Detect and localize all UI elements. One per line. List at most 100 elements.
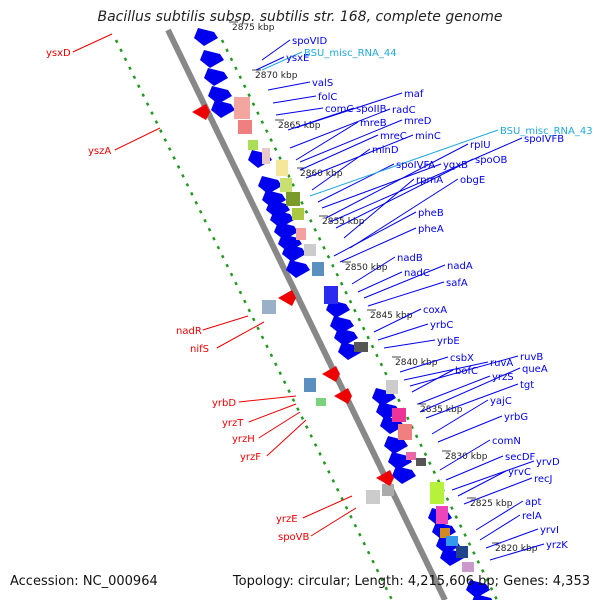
gene-label-phea[interactable]: pheA: [418, 224, 444, 235]
forward-gene-glyph[interactable]: [258, 176, 282, 194]
gene-label-yrzk[interactable]: yrzK: [546, 540, 568, 551]
gene-feature-block[interactable]: [262, 148, 270, 164]
gene-feature-block[interactable]: [406, 452, 416, 460]
forward-gene-glyph[interactable]: [208, 86, 232, 104]
forward-gene-glyph[interactable]: [376, 402, 400, 420]
forward-gene-glyph[interactable]: [326, 300, 350, 318]
gene-feature-block[interactable]: [280, 178, 292, 192]
gene-label-nifs[interactable]: nifS: [190, 344, 209, 355]
gene-label-csbx[interactable]: csbX: [450, 353, 474, 364]
gene-feature-block[interactable]: [292, 208, 304, 220]
forward-gene-glyph[interactable]: [286, 260, 310, 278]
gene-label-comn[interactable]: comN: [492, 436, 521, 447]
gene-feature-block[interactable]: [416, 458, 426, 466]
gene-label-ysza[interactable]: yszA: [88, 146, 111, 157]
gene-label-vals[interactable]: valS: [312, 78, 333, 89]
forward-gene-glyph[interactable]: [211, 100, 235, 118]
reverse-gene-glyph[interactable]: [192, 104, 210, 120]
gene-label-quea[interactable]: queA: [522, 364, 548, 375]
gene-feature-block[interactable]: [234, 97, 250, 119]
gene-feature-block[interactable]: [354, 342, 368, 352]
gene-label-yrbd[interactable]: yrbD: [212, 398, 236, 409]
gene-label-yrze[interactable]: yrzE: [276, 514, 298, 525]
gene-label-spoivfb[interactable]: spoIVFB: [524, 134, 564, 145]
gene-label-folc[interactable]: folC: [318, 92, 337, 103]
gene-label-rpma[interactable]: rpmA: [416, 175, 443, 186]
gene-label-yrbc[interactable]: yrbC: [430, 320, 453, 331]
gene-label-nadc[interactable]: nadC: [404, 268, 430, 279]
gene-label-yrvi[interactable]: yrvI: [540, 525, 559, 536]
gene-label-yrbe[interactable]: yrbE: [437, 336, 460, 347]
gene-label-nadb[interactable]: nadB: [397, 253, 423, 264]
gene-label-ruvb[interactable]: ruvB: [520, 352, 543, 363]
forward-gene-glyph[interactable]: [330, 316, 354, 334]
gene-feature-block[interactable]: [286, 192, 300, 206]
reverse-gene-block[interactable]: [304, 378, 316, 392]
reverse-gene-glyph[interactable]: [376, 470, 394, 486]
gene-feature-block[interactable]: [440, 528, 450, 538]
gene-label-ysxd[interactable]: ysxD: [46, 48, 71, 59]
gene-label-apt[interactable]: apt: [525, 497, 541, 508]
reverse-gene-block[interactable]: [316, 398, 326, 406]
gene-label-pheb[interactable]: pheB: [418, 208, 444, 219]
gene-feature-block[interactable]: [392, 408, 406, 422]
gene-label-nada[interactable]: nadA: [447, 261, 473, 272]
gene-label-spovid[interactable]: spoVID: [292, 36, 327, 47]
reverse-gene-glyph[interactable]: [334, 388, 352, 404]
forward-gene-glyph[interactable]: [282, 244, 306, 262]
gene-label-mrec[interactable]: mreC: [380, 131, 407, 142]
gene-label-yrzs[interactable]: yrzS: [492, 372, 514, 383]
forward-gene-glyph[interactable]: [194, 28, 218, 46]
gene-label-yrvc[interactable]: yrvC: [508, 467, 531, 478]
gene-label-maf[interactable]: maf: [404, 89, 424, 100]
gene-label-rplu[interactable]: rplU: [470, 140, 491, 151]
gene-feature-block[interactable]: [456, 546, 468, 558]
gene-label-rela[interactable]: relA: [522, 511, 542, 522]
forward-gene-glyph[interactable]: [384, 436, 408, 454]
gene-label-safa[interactable]: safA: [446, 278, 468, 289]
reverse-gene-block[interactable]: [382, 484, 394, 496]
gene-feature-block[interactable]: [276, 160, 288, 176]
gene-label-comc[interactable]: comC: [325, 104, 353, 115]
gene-label-radc[interactable]: radC: [392, 105, 416, 116]
gene-label-spoiib[interactable]: spoIIB: [356, 104, 387, 115]
gene-label-yrzf[interactable]: yrzF: [240, 452, 261, 463]
reverse-gene-block[interactable]: [262, 300, 276, 314]
gene-label-bofc[interactable]: bofC: [455, 366, 478, 377]
forward-gene-glyph[interactable]: [334, 328, 358, 346]
gene-feature-block[interactable]: [238, 120, 252, 134]
gene-feature-block[interactable]: [312, 262, 324, 276]
reverse-gene-glyph[interactable]: [278, 290, 296, 306]
gene-label-yrbg[interactable]: yrbG: [504, 412, 528, 423]
gene-label-mreb[interactable]: mreB: [360, 118, 387, 129]
forward-gene-glyph[interactable]: [466, 580, 490, 598]
gene-label-minc[interactable]: minC: [415, 131, 441, 142]
gene-label-spoob[interactable]: spoOB: [475, 155, 508, 166]
gene-label-yqxb[interactable]: yqxB: [443, 160, 468, 171]
gene-label-mind[interactable]: minD: [372, 145, 399, 156]
rna-label-bsu-misc-rna-44[interactable]: BSU_misc_RNA_44: [304, 48, 397, 59]
forward-gene-glyph[interactable]: [274, 222, 298, 240]
gene-feature-block[interactable]: [248, 140, 258, 150]
forward-gene-glyph[interactable]: [266, 200, 290, 218]
reverse-gene-block[interactable]: [366, 490, 380, 504]
gene-feature-block[interactable]: [304, 244, 316, 256]
forward-gene-glyph[interactable]: [471, 594, 495, 600]
forward-gene-glyph[interactable]: [270, 210, 294, 228]
gene-label-recj[interactable]: recJ: [534, 474, 553, 485]
reverse-gene-glyph[interactable]: [322, 366, 340, 382]
gene-label-spoivfa[interactable]: spoIVFA: [396, 160, 435, 171]
gene-label-nadr[interactable]: nadR: [176, 326, 202, 337]
gene-feature-block[interactable]: [324, 286, 338, 304]
rna-label-bsu-misc-rna-43[interactable]: BSU_misc_RNA_43: [500, 126, 593, 137]
gene-label-yrzt[interactable]: yrzT: [222, 418, 244, 429]
forward-gene-glyph[interactable]: [262, 190, 286, 208]
gene-feature-block[interactable]: [386, 380, 398, 394]
gene-label-spovb[interactable]: spoVB: [278, 532, 310, 543]
gene-feature-block[interactable]: [296, 228, 306, 240]
gene-label-tgt[interactable]: tgt: [520, 380, 534, 391]
gene-feature-block[interactable]: [430, 482, 444, 504]
gene-label-ruva[interactable]: ruvA: [490, 358, 513, 369]
forward-gene-glyph[interactable]: [392, 466, 416, 484]
